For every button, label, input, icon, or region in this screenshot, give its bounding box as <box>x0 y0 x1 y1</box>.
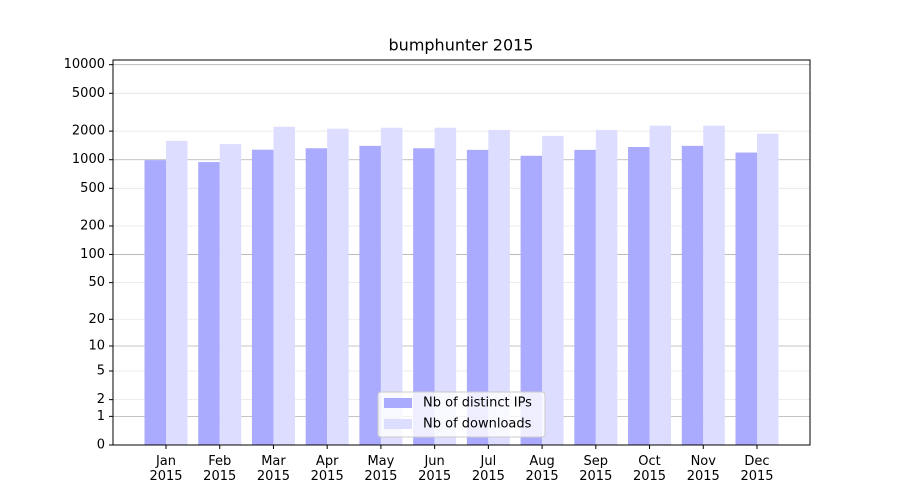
bar <box>359 145 381 446</box>
legend-swatch <box>384 398 412 408</box>
y-tick-label: 1 <box>97 409 105 424</box>
legend-swatch <box>384 419 412 429</box>
y-tick-label: 500 <box>80 181 105 196</box>
plot-frame <box>112 59 811 446</box>
y-tick-label: 10 <box>88 338 105 353</box>
y-tick-label: 2000 <box>72 124 105 139</box>
x-tick-label: Nov 2015 <box>686 454 720 484</box>
y-tick-label: 10000 <box>64 57 105 72</box>
y-tick-label: 5000 <box>72 86 105 101</box>
x-tick-label: Jul 2015 <box>471 454 505 484</box>
bar <box>628 147 650 446</box>
y-tick-label: 1000 <box>72 152 105 167</box>
bar <box>757 133 779 445</box>
bar <box>681 145 704 446</box>
x-tick-label: Jun 2015 <box>418 454 452 484</box>
y-tick-label: 20 <box>88 312 105 327</box>
bar <box>542 135 564 445</box>
y-tick-label: 200 <box>80 219 105 234</box>
bar <box>735 152 757 445</box>
bar <box>198 162 220 445</box>
bar <box>488 129 510 445</box>
legend: Nb of distinct IPs Nb of downloads <box>377 391 546 438</box>
bar <box>703 125 725 445</box>
y-tick-label: 5 <box>97 364 105 379</box>
bar <box>520 155 543 445</box>
bar <box>305 148 328 445</box>
bar <box>273 126 295 445</box>
x-tick-label: Apr 2015 <box>310 454 344 484</box>
bar <box>380 127 403 445</box>
chart-title: bumphunter 2015 <box>389 36 534 55</box>
bar <box>434 127 457 445</box>
bar <box>144 160 166 445</box>
x-tick-label: Aug 2015 <box>525 454 559 484</box>
x-tick-label: Mar 2015 <box>256 454 290 484</box>
legend-label: Nb of distinct IPs <box>423 396 532 411</box>
x-tick-label: Dec 2015 <box>740 454 774 484</box>
bar <box>251 149 274 445</box>
bar <box>466 149 489 445</box>
bar <box>166 140 188 445</box>
bar <box>327 128 349 445</box>
y-tick-label: 100 <box>80 247 105 262</box>
bar <box>649 125 672 445</box>
bar <box>219 144 242 445</box>
x-tick-label: Oct 2015 <box>632 454 667 484</box>
legend-label: Nb of downloads <box>423 417 532 432</box>
y-tick-label: 2 <box>97 392 105 407</box>
legend-box <box>377 391 546 438</box>
bar <box>574 149 596 445</box>
x-tick-label: May 2015 <box>364 454 398 484</box>
x-tick-label: Jan 2015 <box>149 454 183 484</box>
y-tick-label: 0 <box>97 438 105 453</box>
x-tick-label: Feb 2015 <box>203 454 237 484</box>
bar <box>413 148 435 445</box>
y-tick-label: 50 <box>88 275 105 290</box>
bar <box>595 129 618 445</box>
x-tick-label: Sep 2015 <box>579 454 613 484</box>
